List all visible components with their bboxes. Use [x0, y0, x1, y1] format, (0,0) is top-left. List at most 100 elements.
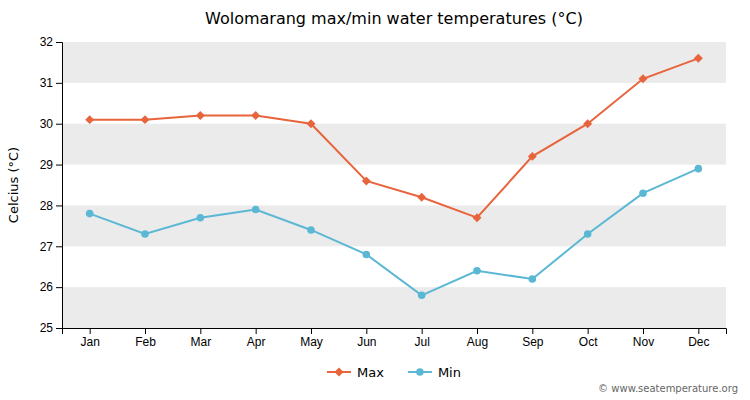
- tick-mark: [56, 124, 62, 125]
- tick-label: 29: [40, 158, 54, 172]
- axis-line: [56, 43, 63, 329]
- tick-label: Dec: [688, 335, 709, 349]
- tick-mark: [56, 328, 62, 329]
- x-tick: Aug: [467, 328, 488, 349]
- tick-label: Jun: [357, 335, 376, 349]
- point: [251, 111, 260, 120]
- point: [694, 54, 703, 63]
- x-tick: Apr: [247, 328, 266, 349]
- tick-label: May: [300, 335, 323, 349]
- tick-label: 32: [40, 35, 54, 49]
- x-tick: Oct: [579, 328, 598, 349]
- tick-label: Mar: [190, 335, 211, 349]
- legend-label: Max: [357, 365, 384, 380]
- tick-mark: [56, 246, 62, 247]
- chart: Jan Feb Mar Apr May Jun Jul Aug Sep Oct Nov Dec 25 26…: [0, 0, 750, 400]
- point: [418, 292, 426, 300]
- x-tick: Jun: [357, 328, 376, 349]
- y-tick: 29: [40, 158, 62, 172]
- tick-label: Jul: [414, 335, 429, 349]
- legend: Max Min: [327, 365, 461, 380]
- tick-label: 25: [40, 321, 54, 335]
- tick-mark: [56, 205, 62, 206]
- point: [473, 213, 482, 222]
- point: [307, 119, 316, 128]
- point: [528, 152, 537, 161]
- point: [639, 189, 647, 197]
- tick-label: Apr: [247, 335, 266, 349]
- tick-label: Sep: [522, 335, 544, 349]
- tick-label: 27: [40, 240, 54, 254]
- x-tick: May: [300, 328, 323, 349]
- y-tick: 28: [40, 199, 62, 213]
- x-tick: Feb: [135, 328, 156, 349]
- tick-mark: [532, 328, 533, 334]
- point: [583, 119, 592, 128]
- grid-band: [62, 205, 726, 246]
- point: [529, 275, 537, 283]
- point: [307, 226, 315, 234]
- point: [584, 230, 592, 238]
- grid-band: [62, 124, 726, 165]
- tick-mark: [643, 328, 644, 334]
- tick-label: 30: [40, 117, 54, 131]
- tick-label: 26: [40, 280, 54, 294]
- legend-marker: [335, 368, 344, 377]
- marks: [85, 54, 703, 299]
- point: [363, 251, 371, 259]
- point: [695, 165, 703, 173]
- tick-mark: [56, 83, 62, 84]
- legend-item: Max: [327, 365, 384, 380]
- point: [417, 193, 426, 202]
- tick-mark: [256, 328, 257, 334]
- tick-label: Aug: [467, 335, 488, 349]
- series-line: [90, 169, 699, 296]
- tick-label: Feb: [135, 335, 156, 349]
- y-tick: 26: [40, 280, 62, 294]
- tick-label: 31: [40, 76, 54, 90]
- x-axis: Jan Feb Mar Apr May Jun Jul Aug Sep Oct Nov Dec: [63, 328, 727, 349]
- tick-mark: [56, 165, 62, 166]
- y-axis-title: Celcius (°C): [6, 147, 21, 223]
- plot: Jan Feb Mar Apr May Jun Jul Aug Sep Oct Nov Dec 25 26…: [40, 35, 727, 348]
- series-line: [90, 58, 699, 217]
- y-tick: 27: [40, 240, 62, 254]
- axis-line: [63, 329, 727, 335]
- tick-mark: [698, 328, 699, 334]
- grid: [62, 42, 726, 328]
- tick-mark: [90, 328, 91, 334]
- point: [196, 111, 205, 120]
- tick-mark: [200, 328, 201, 334]
- x-tick: Nov: [633, 328, 654, 349]
- x-tick: Sep: [522, 328, 544, 349]
- y-tick: 25: [40, 321, 62, 335]
- tick-mark: [311, 328, 312, 334]
- x-tick: Jan: [80, 328, 99, 349]
- tick-mark: [56, 287, 62, 288]
- y-tick: 31: [40, 76, 62, 90]
- tick-label: Jan: [80, 335, 99, 349]
- legend-item: Min: [408, 365, 461, 380]
- point: [639, 74, 648, 83]
- x-tick: Mar: [190, 328, 211, 349]
- legend-marker: [416, 368, 424, 376]
- point: [252, 206, 260, 214]
- tick-mark: [56, 42, 62, 43]
- title: Wolomarang max/min water temperatures (°…: [205, 9, 583, 28]
- y-tick: 32: [40, 35, 62, 49]
- point: [141, 115, 150, 124]
- y-axis: 25 26 27 28 29 30 31 32: [40, 35, 63, 335]
- tick-mark: [477, 328, 478, 334]
- point: [473, 267, 481, 275]
- tick-mark: [588, 328, 589, 334]
- x-tick: Jul: [414, 328, 429, 349]
- y-tick: 30: [40, 117, 62, 131]
- tick-label: Nov: [633, 335, 654, 349]
- tick-mark: [366, 328, 367, 334]
- legend-label: Min: [438, 365, 461, 380]
- tick-mark: [145, 328, 146, 334]
- point: [86, 210, 94, 218]
- tick-label: Oct: [579, 335, 598, 349]
- point: [85, 115, 94, 124]
- grid-band: [62, 287, 726, 328]
